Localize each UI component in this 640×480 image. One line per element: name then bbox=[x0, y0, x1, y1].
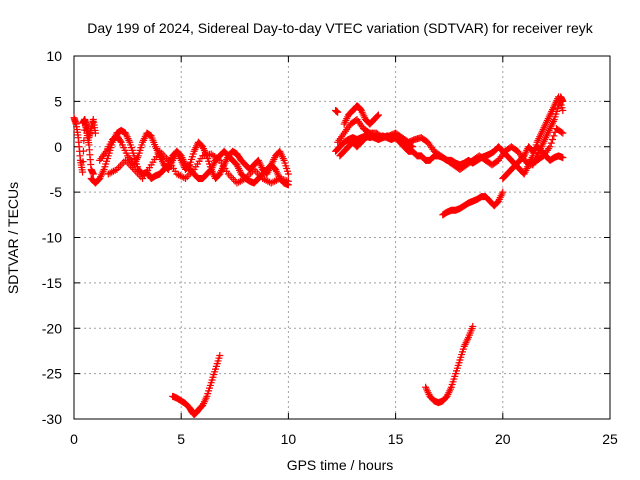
series-arc-c4 bbox=[340, 102, 382, 128]
data-point bbox=[116, 137, 124, 145]
series-arc-a5 bbox=[104, 147, 292, 187]
y-axis: -30 -25 -20 -15 -10 -5 0 5 10 bbox=[42, 48, 610, 427]
y-tick-label: -10 bbox=[42, 230, 62, 246]
data-point bbox=[89, 170, 97, 178]
x-tick-label: 0 bbox=[70, 431, 78, 447]
data-points bbox=[70, 93, 567, 418]
data-point bbox=[550, 132, 558, 140]
data-point bbox=[180, 174, 188, 182]
data-point bbox=[549, 135, 557, 143]
y-tick-label: 5 bbox=[54, 93, 62, 109]
series-arc-b1 bbox=[169, 351, 224, 418]
y-tick-label: 0 bbox=[54, 139, 62, 155]
data-point bbox=[284, 170, 292, 178]
data-point bbox=[469, 322, 477, 330]
data-point bbox=[409, 143, 417, 151]
x-axis: 0 5 10 15 20 25 bbox=[70, 56, 618, 447]
data-point bbox=[558, 128, 566, 136]
data-point bbox=[334, 108, 342, 116]
series-arc-a2 bbox=[79, 116, 99, 142]
data-point bbox=[559, 106, 567, 114]
data-point bbox=[79, 158, 87, 166]
y-tick-label: -25 bbox=[42, 366, 62, 382]
data-point bbox=[559, 97, 567, 105]
y-tick-label: 10 bbox=[46, 48, 62, 64]
x-tick-label: 5 bbox=[177, 431, 185, 447]
grid bbox=[74, 56, 610, 419]
data-point bbox=[374, 111, 382, 119]
data-point bbox=[374, 112, 382, 120]
data-point bbox=[559, 154, 567, 162]
series-arc-c5 bbox=[332, 106, 342, 116]
series-arc-d3 bbox=[529, 93, 567, 169]
data-point bbox=[185, 162, 193, 170]
data-point bbox=[91, 129, 99, 137]
data-point bbox=[546, 143, 554, 151]
x-tick-label: 15 bbox=[388, 431, 404, 447]
series-arc-c3 bbox=[336, 132, 417, 160]
data-point bbox=[79, 147, 87, 155]
series-arc-a4 bbox=[96, 129, 292, 183]
series-arc-d1 bbox=[439, 188, 507, 219]
data-point bbox=[284, 177, 292, 185]
x-tick-label: 25 bbox=[602, 431, 618, 447]
y-tick-label: -30 bbox=[42, 411, 62, 427]
chart-title: Day 199 of 2024, Sidereal Day-to-day VTE… bbox=[87, 20, 593, 36]
data-point bbox=[79, 168, 87, 176]
y-axis-label: SDTVAR / TECUs bbox=[5, 182, 21, 294]
x-axis-label: GPS time / hours bbox=[287, 457, 394, 473]
y-tick-label: -5 bbox=[50, 184, 63, 200]
series-arc-e1 bbox=[422, 322, 477, 407]
data-point bbox=[559, 129, 567, 137]
x-tick-label: 20 bbox=[495, 431, 511, 447]
data-point bbox=[547, 139, 555, 147]
data-point bbox=[216, 351, 224, 359]
y-tick-label: -20 bbox=[42, 320, 62, 336]
x-tick-label: 10 bbox=[281, 431, 297, 447]
y-tick-label: -15 bbox=[42, 275, 62, 291]
data-point bbox=[499, 188, 507, 196]
data-point bbox=[214, 155, 222, 163]
